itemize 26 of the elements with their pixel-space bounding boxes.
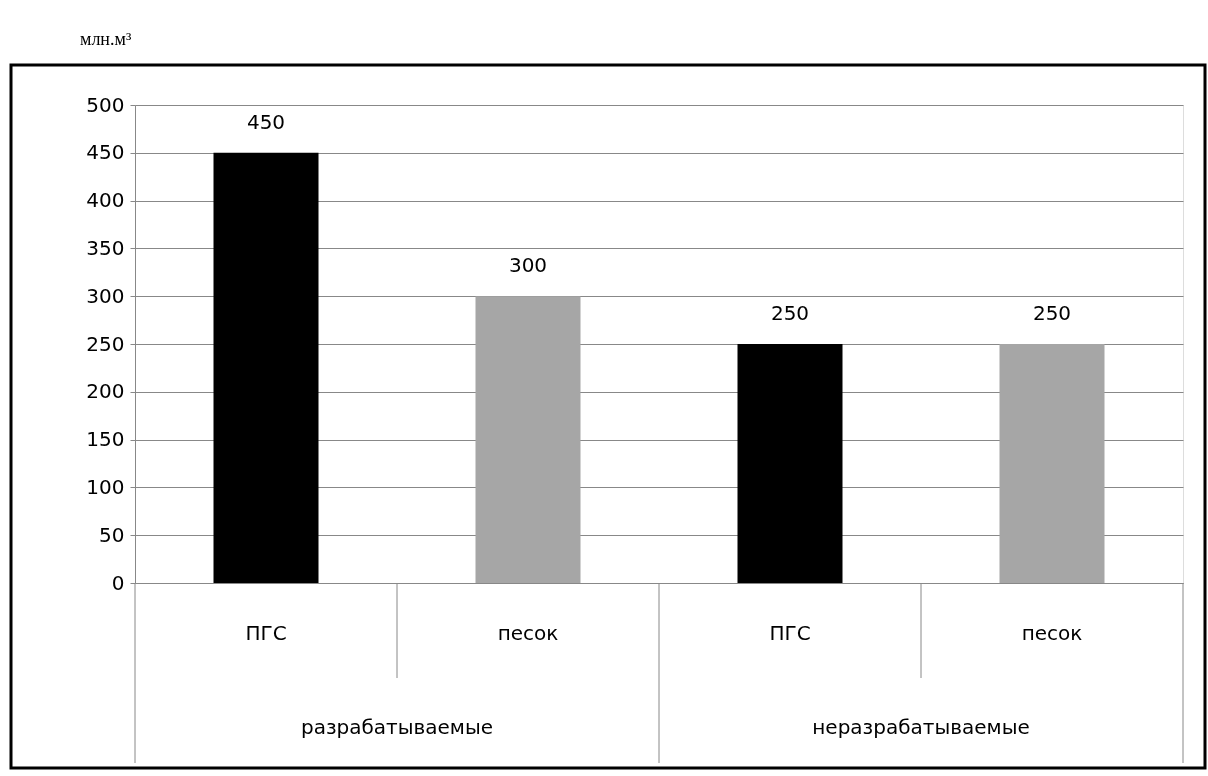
- data-label: 450: [246, 109, 286, 134]
- y-tick-label: 0: [111, 570, 125, 595]
- y-tick-label: 500: [86, 92, 125, 117]
- x-tick-label: ПГС: [769, 620, 811, 645]
- x-tick-label: ПГС: [245, 620, 287, 645]
- y-tick-label: 350: [86, 235, 125, 260]
- data-label: 250: [770, 301, 810, 325]
- y-tick-label: 200: [86, 379, 125, 404]
- text: неразрабатываемые: [812, 715, 1030, 739]
- y-tick-label: 50: [99, 522, 125, 547]
- bar: [999, 344, 1105, 583]
- y-tick-label: 450: [86, 140, 125, 165]
- data-label: 250: [1032, 301, 1072, 325]
- bar: [737, 344, 843, 583]
- x-tick-label: песок: [1021, 620, 1083, 645]
- y-axis-title: млн.м³: [80, 29, 132, 49]
- y-tick-label: 300: [86, 283, 125, 308]
- data-label: 300: [508, 253, 548, 278]
- bar: [475, 296, 581, 583]
- text: разрабатываемые: [300, 715, 494, 739]
- y-tick-label: 150: [86, 427, 125, 452]
- bar: [213, 152, 319, 583]
- y-tick-label: 100: [86, 474, 125, 499]
- y-tick-label: 400: [86, 188, 125, 213]
- y-tick-label: 250: [86, 331, 125, 356]
- x-tick-label: песок: [497, 620, 559, 645]
